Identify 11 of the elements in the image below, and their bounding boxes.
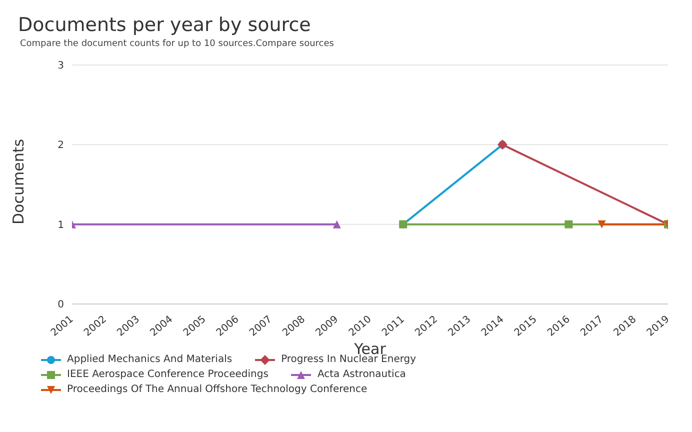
chart-subtitle: Compare the document counts for up to 10 sources.Compare sources [19, 38, 335, 49]
legend-label: Proceedings Of The Annual Offshore Technology Conference [67, 384, 368, 395]
legend-label: Acta Astronautica [317, 369, 406, 380]
y-tick-label: 2 [58, 140, 64, 152]
legend-label: Applied Mechanics And Materials [67, 354, 232, 365]
legend-label: IEEE Aerospace Conference Proceedings [67, 369, 268, 380]
y-tick-label: 3 [58, 60, 64, 72]
chart-title: Documents per year by source [17, 13, 312, 36]
y-tick-label: 1 [58, 220, 64, 231]
y-axis-title: Documents [9, 138, 28, 224]
y-tick-label: 0 [58, 300, 64, 311]
